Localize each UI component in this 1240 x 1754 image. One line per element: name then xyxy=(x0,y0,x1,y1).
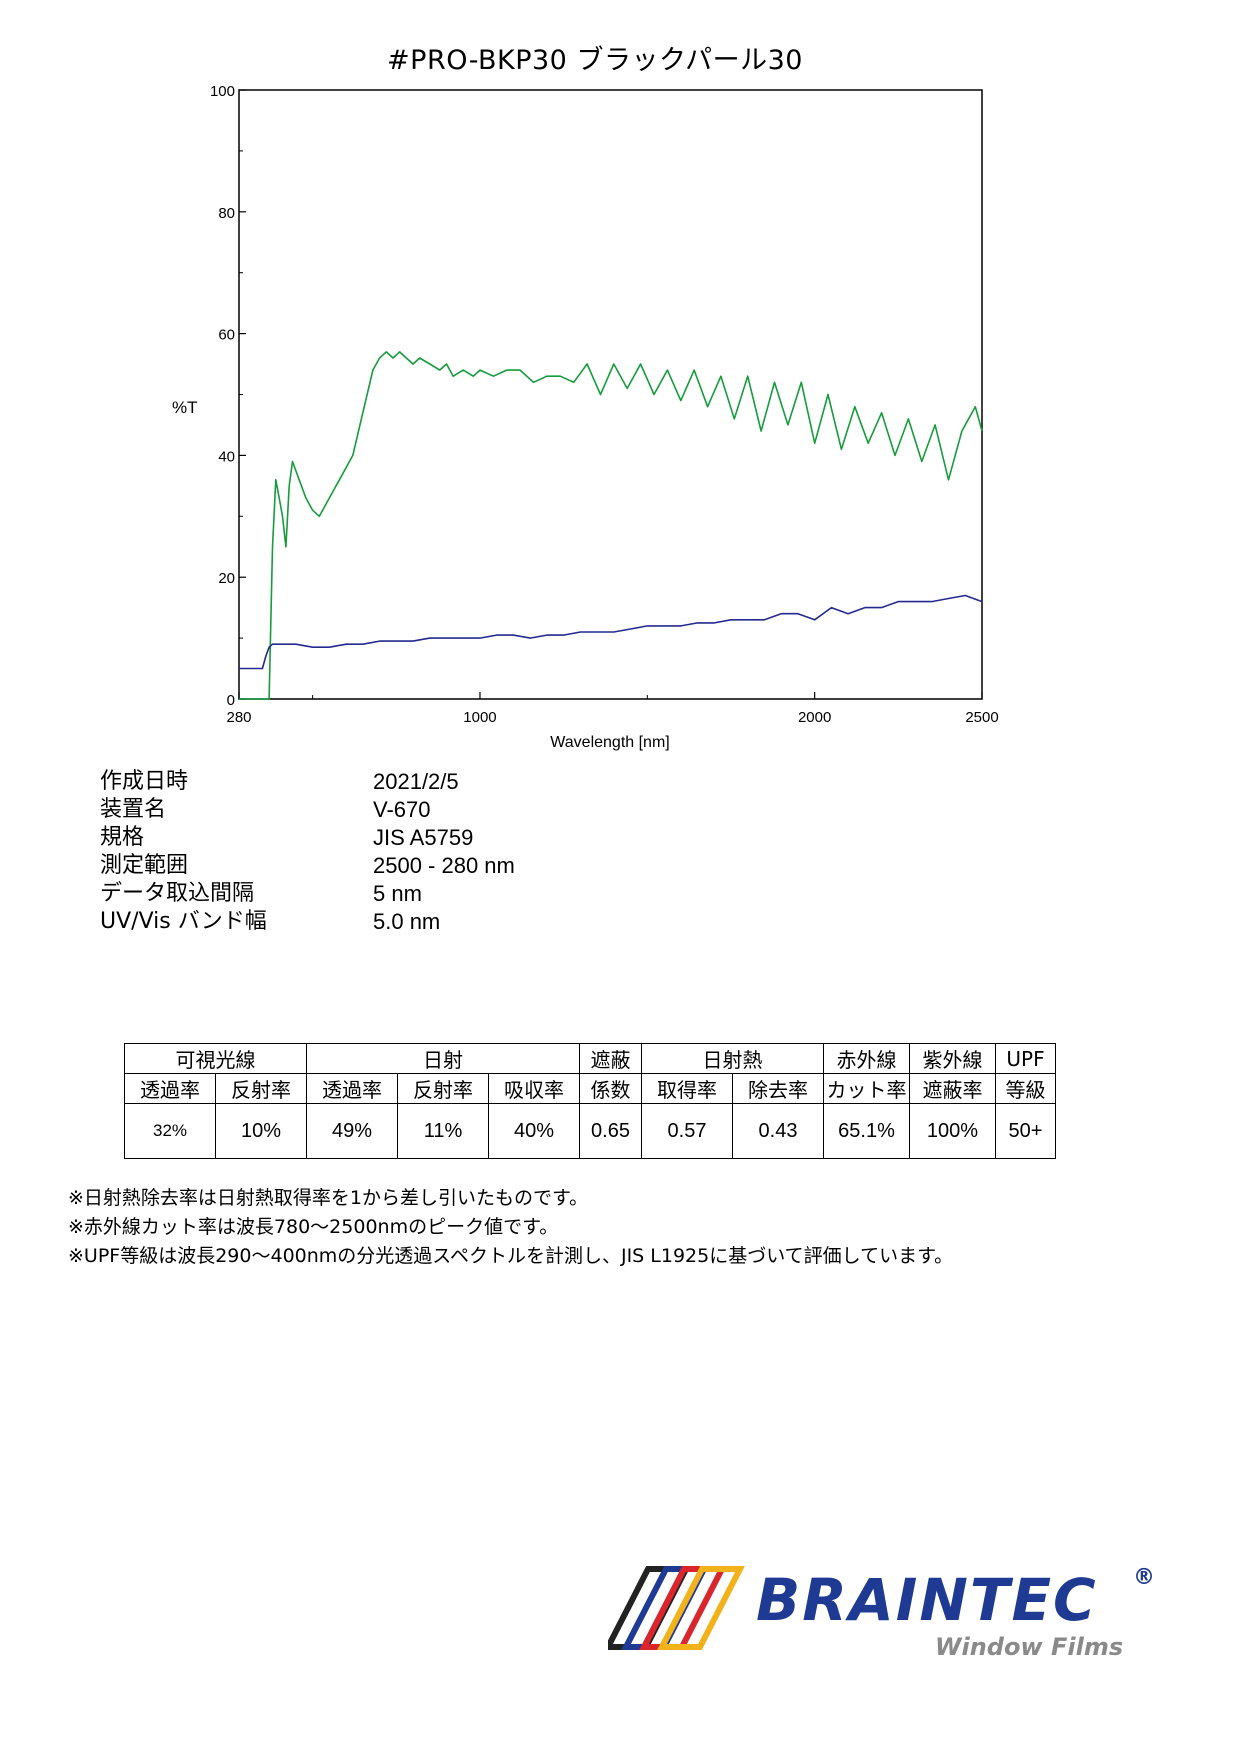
sub-header: 反射率 xyxy=(215,1073,307,1104)
footnote: ※赤外線カット率は波長780～2500nmのピーク値です。 xyxy=(68,1216,559,1238)
sub-header: 係数 xyxy=(579,1073,642,1104)
brand-subtitle: Window Films xyxy=(935,1633,1124,1661)
sub-header: 反射率 xyxy=(397,1073,489,1104)
meta-value: JIS A5759 xyxy=(373,825,474,850)
y-axis: 0 20 40 60 80 100 xyxy=(210,83,246,709)
meta-label: 測定範囲 xyxy=(100,853,189,878)
value-cell: 11% xyxy=(397,1103,489,1159)
y-axis-label: %T xyxy=(172,398,198,417)
performance-table: 可視光線 日射 遮蔽 日射熱 赤外線 紫外線 UPF 透過率 反射率 透過率 反… xyxy=(124,1043,1056,1159)
y-tick-label: 40 xyxy=(218,448,235,465)
page-title: #PRO-BKP30 ブラックパール30 xyxy=(387,45,803,76)
group-header: 紫外線 xyxy=(909,1043,996,1074)
sub-header: 取得率 xyxy=(641,1073,733,1104)
footnotes: ※日射熱除去率は日射熱取得率を1から差し引いたものです。 ※赤外線カット率は波長… xyxy=(68,1184,953,1271)
value-cell: 50+ xyxy=(995,1103,1056,1159)
meta-label: 装置名 xyxy=(100,797,167,822)
meta-value: 2500 - 280 nm xyxy=(373,853,515,878)
series-line-1 xyxy=(239,594,983,670)
sub-header: 等級 xyxy=(995,1073,1056,1104)
y-tick-label: 60 xyxy=(218,327,235,344)
value-cell: 0.43 xyxy=(732,1103,824,1159)
value-cell: 32% xyxy=(124,1103,216,1159)
y-tick-label: 20 xyxy=(218,570,235,587)
value-cell: 49% xyxy=(306,1103,398,1159)
series-line-0 xyxy=(239,351,983,700)
y-tick-label: 80 xyxy=(218,205,235,222)
group-header: 日射熱 xyxy=(641,1043,824,1074)
x-axis-label: Wavelength [nm] xyxy=(550,734,669,751)
group-header: 赤外線 xyxy=(823,1043,910,1074)
meta-label: UV/Vis バンド幅 xyxy=(100,909,267,934)
value-cell: 40% xyxy=(488,1103,580,1159)
meta-value: V-670 xyxy=(373,797,431,822)
group-header: 可視光線 xyxy=(124,1043,307,1074)
value-cell: 100% xyxy=(909,1103,996,1159)
value-cell: 65.1% xyxy=(823,1103,910,1159)
x-axis: 280 1000 2000 2500 xyxy=(226,692,999,726)
registered-mark: ® xyxy=(1133,1565,1155,1590)
group-header: UPF xyxy=(995,1043,1056,1074)
meta-label: 規格 xyxy=(100,825,145,850)
series-group xyxy=(239,351,983,700)
y-tick-label: 100 xyxy=(210,83,235,100)
meta-label: データ取込間隔 xyxy=(100,881,255,906)
value-cell: 0.57 xyxy=(641,1103,733,1159)
x-tick-label: 280 xyxy=(226,709,251,726)
x-tick-label: 2000 xyxy=(798,709,831,726)
x-tick-label: 2500 xyxy=(965,709,998,726)
group-header: 日射 xyxy=(306,1043,580,1074)
sub-header: 吸収率 xyxy=(488,1073,580,1104)
meta-value: 5 nm xyxy=(373,881,422,906)
sub-header: 遮蔽率 xyxy=(909,1073,996,1104)
footnote: ※日射熱除去率は日射熱取得率を1から差し引いたものです。 xyxy=(68,1187,589,1209)
braintec-logo-icon xyxy=(608,1566,745,1650)
sub-header: 透過率 xyxy=(306,1073,398,1104)
sub-header: カット率 xyxy=(823,1073,910,1104)
meta-value: 2021/2/5 xyxy=(373,769,459,794)
sub-header: 除去率 xyxy=(732,1073,824,1104)
x-tick-label: 1000 xyxy=(463,709,496,726)
sub-header: 透過率 xyxy=(124,1073,216,1104)
footnote: ※UPF等級は波長290～400nmの分光透過スペクトルを計測し、JIS L19… xyxy=(68,1245,954,1267)
value-cell: 10% xyxy=(215,1103,307,1159)
y-tick-label: 0 xyxy=(227,692,235,709)
transmittance-chart: 0 20 40 60 80 100 280 1000 2000 2500 %T Waveleng… xyxy=(172,83,999,751)
meta-label: 作成日時 xyxy=(100,769,189,794)
brand-name: BRAINTEC xyxy=(756,1566,1098,1634)
meta-value: 5.0 nm xyxy=(373,909,441,934)
group-header: 遮蔽 xyxy=(579,1043,642,1074)
value-cell: 0.65 xyxy=(579,1103,642,1159)
